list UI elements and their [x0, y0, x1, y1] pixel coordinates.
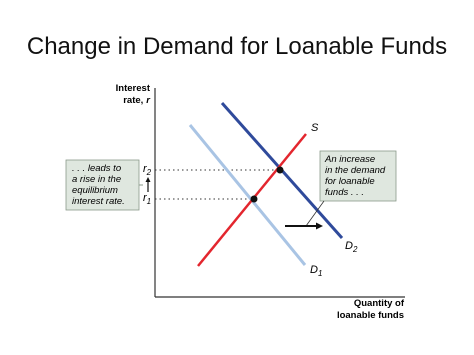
text-part: Interest — [116, 83, 151, 94]
text-part: a rise in the — [72, 174, 121, 185]
text-part: 2 — [146, 168, 152, 177]
text-part: rate, — [123, 95, 143, 106]
text-part: 1 — [318, 269, 322, 278]
equilibrium-2 — [276, 166, 284, 174]
text-part: in the demand — [325, 165, 386, 176]
demand-1-label: D1 — [310, 264, 322, 278]
demand-2-label: D2 — [345, 240, 358, 254]
title: Change in Demand for Loanable Funds — [27, 33, 447, 60]
text-part: for loanable — [325, 176, 375, 187]
text-part: An increase — [324, 154, 375, 165]
annotation-box-right — [319, 150, 397, 202]
text-part: r — [143, 192, 148, 204]
demand-curve-1 — [188, 124, 307, 266]
annotation-connector-right — [305, 200, 325, 227]
x-axis-label: Quantity of loanable funds — [337, 298, 405, 321]
text-part: funds . . . — [325, 187, 364, 198]
y-axis-label: Interest rate, r — [116, 83, 152, 106]
text-part: r — [146, 95, 151, 106]
text-part: 2 — [352, 245, 358, 254]
annotation-left: . . . leads to a rise in the equilibrium in… — [72, 163, 125, 207]
equilibrium-1 — [250, 195, 258, 203]
text-part: D — [310, 264, 318, 276]
text-part: . . . leads to — [72, 163, 121, 174]
text-part: r — [143, 163, 148, 175]
text-part: loanable funds — [337, 310, 404, 321]
rate-arrow-head — [145, 177, 151, 182]
annotation-right: An increase in the demand for loanable fund… — [324, 154, 386, 198]
supply-label: S — [311, 122, 319, 134]
text-part: equilibrium — [72, 185, 118, 196]
text-part: interest rate. — [72, 196, 125, 207]
text-part: D — [345, 240, 353, 252]
text-part: 1 — [147, 197, 151, 206]
r1-label: r1 — [143, 192, 151, 206]
text-part: Quantity of — [354, 298, 405, 309]
r2-label: r2 — [143, 163, 152, 177]
shift-arrow-head — [316, 222, 323, 230]
